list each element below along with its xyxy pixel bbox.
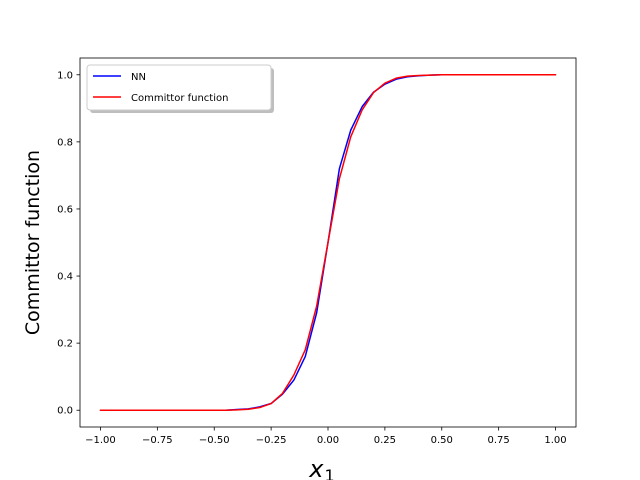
y-axis-ticks: 0.0 0.2 0.4 0.6 0.8 1.0	[57, 70, 80, 417]
x-axis-label-subscript: 1	[325, 466, 335, 480]
x-tick-label: −0.75	[142, 435, 173, 446]
series-line-committor	[99, 74, 557, 411]
legend-box	[86, 64, 272, 111]
x-tick-label: 0.25	[374, 435, 396, 446]
x-tick-label: −0.50	[199, 435, 230, 446]
x-tick-label: −1.00	[85, 435, 116, 446]
series-layer	[99, 74, 557, 411]
y-tick-label: 0.4	[57, 272, 73, 283]
legend-label-nn: NN	[131, 72, 146, 83]
x-axis-label: x1	[308, 455, 334, 480]
legend-label-committor: Committor function	[131, 93, 228, 104]
x-axis-ticks: −1.00 −0.75 −0.50 −0.25 0.00 0.25 0.50 0.75 1.00	[85, 427, 567, 446]
y-tick-label: 0.6	[57, 204, 73, 215]
y-tick-label: 0.0	[57, 406, 73, 417]
x-tick-label: 0.75	[488, 435, 510, 446]
x-tick-label: 0.00	[317, 435, 339, 446]
y-tick-label: 0.2	[57, 339, 73, 350]
x-tick-label: −0.25	[256, 435, 287, 446]
x-tick-label: 0.50	[431, 435, 453, 446]
legend: NN Committor function	[86, 64, 274, 113]
y-tick-label: 1.0	[57, 70, 73, 81]
x-tick-label: 1.00	[544, 435, 566, 446]
x-axis-label-main: x	[308, 455, 324, 480]
y-axis-label: Committor function	[22, 150, 44, 335]
y-tick-label: 0.8	[57, 137, 73, 148]
